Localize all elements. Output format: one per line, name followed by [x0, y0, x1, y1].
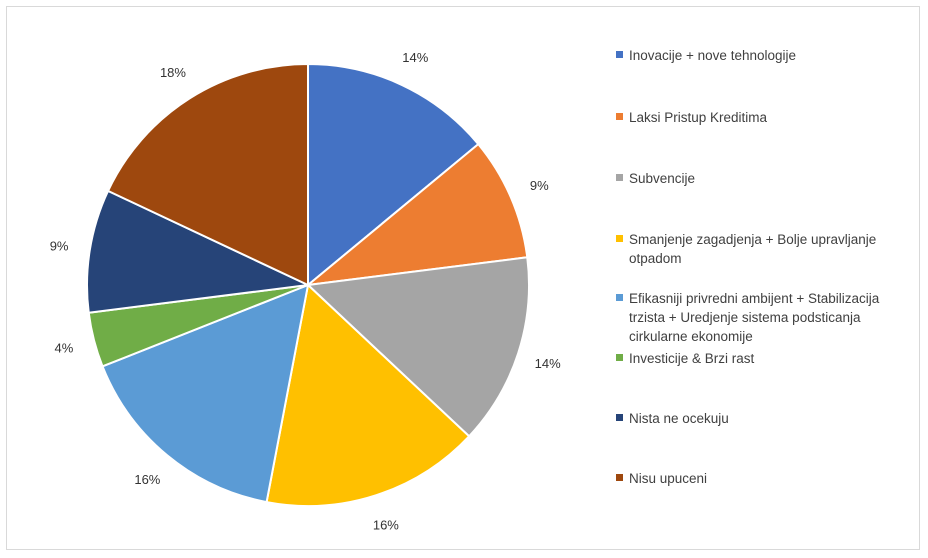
legend-item: Investicije & Brzi rast [616, 349, 916, 368]
legend-item: Nisu upuceni [616, 469, 916, 488]
legend-label: Inovacije + nove tehnologije [629, 48, 796, 63]
legend-label: Investicije & Brzi rast [629, 351, 755, 366]
legend-swatch [616, 414, 623, 421]
slice-label: 18% [160, 65, 186, 80]
slice-label: 9% [530, 178, 549, 193]
legend-item: Inovacije + nove tehnologije [616, 46, 916, 65]
legend-swatch [616, 354, 623, 361]
pie-slice [307, 62, 480, 288]
pie-slice [101, 283, 310, 504]
legend-swatch [616, 113, 623, 120]
slice-label: 14% [535, 356, 561, 371]
legend-item: Smanjenje zagadjenja + Bolje upravljanje… [616, 230, 916, 268]
legend-item: Efikasniji privredni ambijent + Stabiliz… [616, 289, 916, 346]
legend-swatch [616, 294, 623, 301]
legend-item: Subvencije [616, 169, 916, 188]
slice-label: 16% [134, 472, 160, 487]
slice-label: 4% [55, 341, 74, 356]
pie-slice [106, 62, 309, 287]
legend-label: Nisu upuceni [629, 471, 708, 486]
legend-label: Laksi Pristup Kreditima [629, 110, 768, 125]
pie-slice [86, 189, 312, 314]
slice-label: 16% [373, 518, 399, 533]
legend-item: Laksi Pristup Kreditima [616, 108, 916, 127]
legend-swatch [616, 474, 623, 481]
legend-label: Nista ne ocekuju [629, 411, 729, 426]
legend-label: Subvencije [629, 171, 696, 186]
legend-label: Smanjenje zagadjenja + Bolje upravljanje… [629, 232, 877, 266]
slice-label: 14% [402, 50, 428, 65]
legend-swatch [616, 51, 623, 58]
slice-label: 9% [50, 239, 69, 254]
pie-slice [265, 283, 471, 507]
legend-label: Efikasniji privredni ambijent + Stabiliz… [629, 291, 880, 344]
legend-item: Nista ne ocekuju [616, 409, 916, 428]
legend-swatch [616, 235, 623, 242]
pie-slice [305, 256, 530, 438]
legend-swatch [616, 174, 623, 181]
pie-slice [304, 142, 529, 287]
